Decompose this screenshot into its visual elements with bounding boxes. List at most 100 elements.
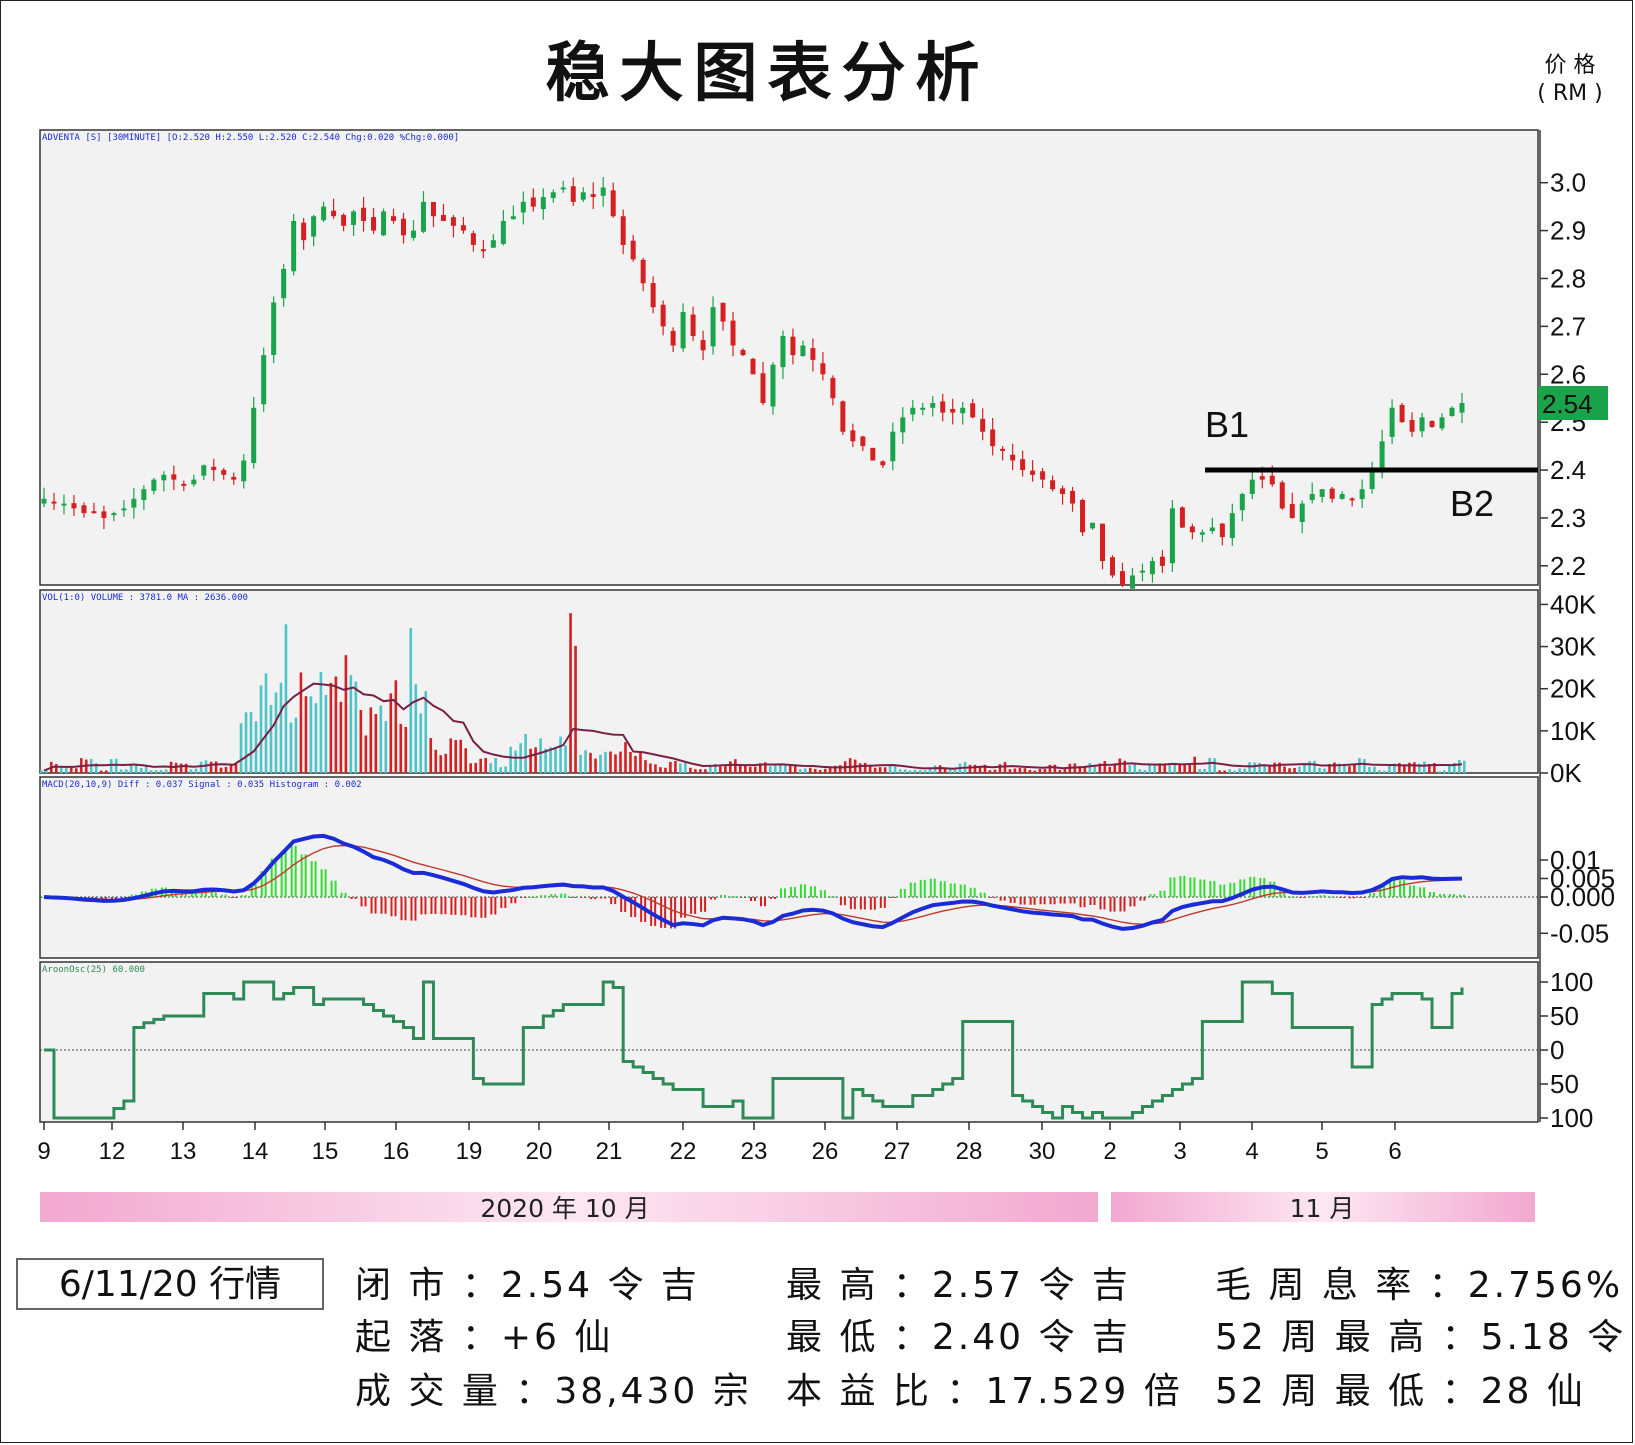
- month-label-oct: 2020 年 10 月: [480, 1194, 649, 1223]
- aroon-tick-label: 100: [1550, 1103, 1593, 1133]
- volume-bar: [554, 746, 557, 773]
- candle-body: [201, 465, 207, 476]
- macd-histogram-bar: [684, 897, 687, 918]
- macd-histogram-bar: [1223, 884, 1226, 897]
- macd-histogram-bar: [694, 897, 697, 914]
- macd-histogram-bar: [899, 888, 902, 897]
- volume-bar: [788, 764, 792, 773]
- candle-body: [291, 221, 297, 272]
- macd-histogram-bar: [460, 897, 463, 916]
- candle-body: [1449, 407, 1455, 417]
- volume-bar: [669, 761, 672, 773]
- x-tick-label: 16: [383, 1138, 410, 1165]
- macd-histogram-bar: [783, 888, 786, 897]
- macd-histogram-bar: [454, 897, 457, 915]
- volume-bar: [349, 675, 353, 773]
- volume-bar: [868, 765, 872, 773]
- macd-histogram-bar: [1349, 897, 1352, 899]
- candle-body: [1179, 507, 1185, 528]
- macd-histogram-bar: [400, 897, 403, 921]
- macd-histogram-bar: [1049, 897, 1052, 905]
- volume-bar: [234, 763, 238, 773]
- candle-body: [211, 466, 217, 471]
- macd-histogram-bar: [380, 897, 383, 914]
- macd-histogram-bar: [234, 897, 237, 898]
- macd-histogram-bar: [883, 897, 886, 908]
- macd-histogram-bar: [1429, 892, 1432, 897]
- volume-bar: [1128, 765, 1132, 773]
- volume-bar: [1443, 770, 1446, 773]
- volume-bar: [364, 735, 368, 773]
- candle-body: [251, 407, 257, 464]
- volume-bar: [539, 738, 542, 773]
- volume-bar: [878, 767, 882, 773]
- macd-histogram-bar: [993, 897, 996, 898]
- volume-bar: [689, 767, 692, 773]
- volume-bar: [499, 767, 502, 773]
- macd-histogram-bar: [1209, 880, 1212, 897]
- macd-histogram-bar: [843, 897, 846, 906]
- candle-body: [1439, 417, 1445, 429]
- macd-histogram-bar: [200, 891, 203, 897]
- volume-bar: [1273, 762, 1276, 773]
- volume-bar: [514, 750, 517, 773]
- macd-histogram-bar: [294, 845, 297, 897]
- candle-body: [1229, 513, 1235, 538]
- macd-histogram-bar: [394, 897, 397, 917]
- volume-bar: [1113, 763, 1117, 773]
- macd-histogram-bar: [1173, 877, 1176, 897]
- candle-body: [1459, 403, 1465, 413]
- macd-histogram-bar: [1419, 887, 1422, 897]
- volume-bar: [1033, 770, 1037, 773]
- volume-bar: [64, 767, 68, 773]
- stat-low: 最 低 ：2.40 令 吉: [786, 1317, 1131, 1358]
- macd-histogram-bar: [1289, 896, 1292, 898]
- volume-bar: [768, 766, 772, 773]
- macd-histogram-bar: [1163, 890, 1166, 897]
- macd-histogram-bar: [700, 897, 703, 912]
- volume-bar: [1423, 761, 1426, 773]
- volume-bar: [309, 696, 313, 773]
- volume-bar: [1043, 768, 1047, 773]
- volume-bar: [918, 770, 922, 773]
- x-tick-label: 20: [526, 1138, 553, 1165]
- macd-histogram-bar: [724, 895, 727, 897]
- volume-bar: [1213, 758, 1216, 773]
- volume-bar: [1288, 768, 1291, 773]
- volume-bar: [793, 764, 797, 773]
- macd-histogram-bar: [464, 897, 467, 916]
- candle-body: [900, 417, 906, 433]
- macd-histogram-bar: [893, 897, 896, 898]
- candle-body: [800, 345, 806, 357]
- candle-body: [440, 214, 446, 221]
- macd-histogram-bar: [354, 897, 357, 900]
- macd-histogram-bar: [959, 884, 962, 897]
- candle-body: [560, 187, 566, 190]
- macd-histogram-bar: [714, 897, 717, 900]
- candle-body: [1409, 419, 1415, 432]
- macd-histogram-bar: [430, 897, 433, 914]
- candle-body: [790, 336, 796, 356]
- macd-histogram-bar: [879, 897, 882, 908]
- macd-histogram-bar: [969, 887, 972, 897]
- macd-histogram-bar: [370, 897, 373, 914]
- macd-histogram-bar: [853, 897, 856, 910]
- candle-body: [301, 222, 307, 241]
- macd-histogram-bar: [1193, 877, 1196, 897]
- volume-bar: [409, 627, 413, 773]
- macd-histogram-bar: [1009, 897, 1012, 903]
- volume-bar: [249, 712, 253, 773]
- price-tick-label: 2.6: [1550, 359, 1586, 389]
- macd-histogram-bar: [1423, 887, 1426, 897]
- macd-histogram-bar: [664, 897, 667, 928]
- aroon-tick-label: 50: [1550, 1069, 1579, 1099]
- volume-bar: [319, 671, 323, 773]
- volume-bar: [1168, 764, 1172, 773]
- macd-histogram-bar: [809, 886, 812, 897]
- macd-histogram-bar: [1169, 877, 1172, 897]
- volume-bar: [1463, 760, 1466, 773]
- price-unit: 价 格 ( RM ): [1525, 52, 1615, 108]
- macd-histogram-bar: [204, 891, 207, 897]
- chart-title: 稳大图表分析: [545, 37, 990, 111]
- macd-histogram-bar: [1299, 897, 1302, 898]
